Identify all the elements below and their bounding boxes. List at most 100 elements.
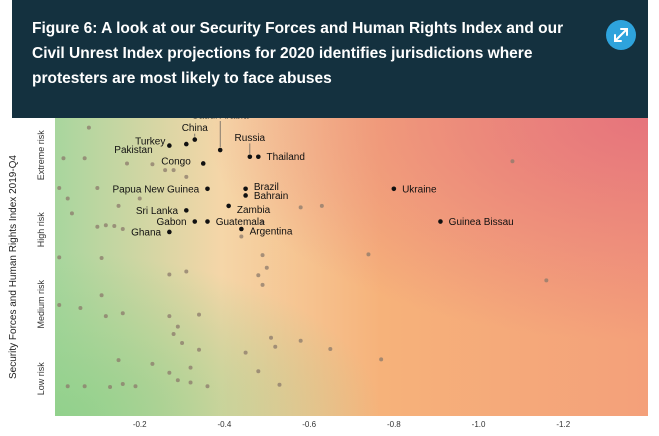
point-label: Guinea Bissau (449, 217, 514, 228)
point-label: Ukraine (402, 184, 437, 195)
data-point (298, 338, 303, 343)
data-point (260, 220, 265, 225)
data-point (544, 278, 549, 283)
labeled-data-point (205, 186, 210, 192)
data-point (167, 314, 172, 319)
data-point (78, 305, 83, 310)
data-point (184, 174, 189, 179)
x-tick-labels: -0.2 -0.4 -0.6 -0.8 -1.0 -1.2 (133, 420, 571, 429)
data-point (273, 344, 278, 349)
data-point (99, 293, 104, 298)
x-tick-label: -1.0 (472, 420, 486, 429)
data-point (86, 125, 91, 130)
data-point (61, 156, 66, 161)
point-label: Papua New Guinea (113, 184, 200, 195)
data-point (108, 384, 113, 389)
y-axis-title: Security Forces and Human Rights Index 2… (8, 155, 19, 379)
data-point (256, 273, 261, 278)
y-category-label: Low risk (36, 362, 46, 396)
data-point (99, 256, 104, 261)
data-point (57, 255, 62, 260)
data-point (125, 161, 130, 166)
labeled-data-point (247, 154, 253, 160)
data-point (57, 186, 62, 191)
data-point (95, 224, 100, 229)
data-point (260, 253, 265, 258)
point-label: Ghana (131, 227, 161, 238)
data-point (120, 227, 125, 232)
data-point (319, 203, 324, 208)
data-point (171, 168, 176, 173)
data-point (379, 357, 384, 362)
point-label: Bahrain (254, 191, 288, 202)
data-point (65, 196, 70, 201)
data-point (205, 384, 210, 389)
data-point (95, 186, 100, 191)
data-point (57, 302, 62, 307)
labeled-data-point (205, 219, 210, 224)
data-point (116, 203, 121, 208)
data-point (197, 347, 202, 352)
labeled-data-point (167, 143, 172, 148)
point-label: Pakistan (114, 145, 152, 156)
data-point (264, 265, 269, 270)
data-point (112, 224, 117, 229)
data-point (103, 314, 108, 319)
x-tick-label: -0.6 (302, 420, 316, 429)
data-point (277, 382, 282, 387)
scatter-chart: Security Forces and Human Rights Index 2… (8, 118, 648, 429)
data-point (243, 350, 248, 355)
data-point (188, 365, 193, 370)
y-category-label: Medium risk (36, 280, 46, 329)
x-tick-label: -0.8 (387, 420, 401, 429)
point-label: Russia (235, 133, 266, 144)
data-point (269, 335, 274, 340)
figure-header: Figure 6: A look at our Security Forces … (12, 0, 648, 118)
data-point (167, 370, 172, 375)
data-point (256, 369, 261, 374)
data-point (133, 384, 138, 389)
data-point (82, 384, 87, 389)
labeled-data-point (200, 161, 206, 166)
leader-lines (194, 121, 251, 154)
data-point (150, 162, 155, 167)
data-point (260, 282, 265, 287)
data-point (120, 311, 125, 316)
labeled-data-point (243, 193, 248, 198)
data-point (69, 211, 74, 216)
labeled-data-point (217, 147, 223, 153)
y-axis-title-group: Security Forces and Human Rights Index 2… (8, 155, 19, 379)
data-point (184, 269, 189, 274)
data-point (137, 196, 142, 201)
point-label: Zambia (237, 205, 271, 216)
data-point (175, 324, 180, 329)
labeled-data-point (391, 186, 397, 192)
data-point (82, 156, 87, 161)
y-category-label: Extreme risk (36, 130, 46, 181)
data-point (180, 340, 185, 345)
data-point (65, 384, 70, 389)
labeled-data-point (226, 203, 231, 209)
data-point (366, 252, 371, 257)
data-point (328, 346, 333, 351)
point-label: Sri Lanka (136, 206, 179, 217)
x-tick-label: -0.2 (133, 420, 147, 429)
labeled-data-point (184, 141, 189, 147)
data-point (120, 381, 125, 386)
labeled-data-point (192, 137, 198, 142)
point-label: China (182, 123, 209, 134)
expand-button[interactable] (606, 20, 636, 50)
labeled-data-point (192, 219, 198, 224)
point-label: Thailand (267, 152, 305, 163)
data-point (239, 234, 244, 239)
figure-title: Figure 6: A look at our Security Forces … (32, 20, 564, 87)
labeled-data-point (256, 154, 261, 160)
x-tick-label: -1.2 (556, 420, 570, 429)
data-point (150, 361, 155, 366)
data-point (175, 378, 180, 383)
point-label: Gabon (157, 217, 187, 228)
labeled-data-point (243, 186, 248, 192)
data-point (163, 168, 168, 173)
point-label: Guatemala (216, 217, 265, 228)
x-tick-label: -0.4 (218, 420, 232, 429)
